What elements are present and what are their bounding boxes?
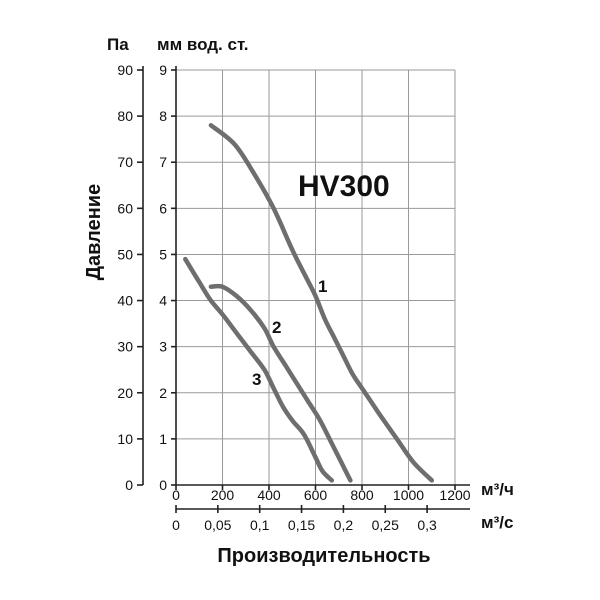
mm-tick-label: 3 <box>159 339 167 355</box>
mm-tick-label: 6 <box>159 200 167 216</box>
mm-tick-label: 8 <box>159 108 167 124</box>
m3h-tick-label: 0 <box>172 487 180 503</box>
m3s-tick-label: 0,15 <box>288 517 315 533</box>
grid <box>176 69 456 485</box>
pa-tick-label: 70 <box>117 154 133 170</box>
curve-label-3: 3 <box>252 370 261 389</box>
m3h-tick-label: 800 <box>350 487 374 503</box>
pa-tick-label: 80 <box>117 108 133 124</box>
x-axis-title: Производительность <box>217 545 430 567</box>
y-axis-title: Давление <box>83 184 105 280</box>
mm-tick-label: 2 <box>159 385 167 401</box>
pa-tick-label: 60 <box>117 200 133 216</box>
mm-tick-label: 5 <box>159 246 167 262</box>
pa-tick-label: 40 <box>117 293 133 309</box>
x-unit-m3s: м³/с <box>481 513 513 532</box>
pa-tick-label: 50 <box>117 246 133 262</box>
m3s-tick-label: 0,2 <box>334 517 354 533</box>
pa-tick-label: 20 <box>117 385 133 401</box>
mm-tick-label: 0 <box>159 477 167 493</box>
mm-tick-label: 7 <box>159 154 167 170</box>
m3h-tick-label: 1000 <box>393 487 424 503</box>
pa-tick-label: 0 <box>125 477 133 493</box>
m3h-tick-label: 1200 <box>439 487 470 503</box>
chart-title: HV300 <box>298 170 390 203</box>
curve-label-2: 2 <box>272 318 281 337</box>
m3s-tick-label: 0,3 <box>417 517 437 533</box>
mm-tick-label: 9 <box>159 62 167 78</box>
curve-2 <box>208 283 353 483</box>
pa-tick-label: 90 <box>117 62 133 78</box>
mm-tick-label: 1 <box>159 431 167 447</box>
curve-3 <box>183 256 335 483</box>
m3h-tick-label: 200 <box>211 487 235 503</box>
pa-tick-label: 30 <box>117 339 133 355</box>
axes <box>137 66 470 513</box>
m3s-tick-label: 0 <box>172 517 180 533</box>
labels: Па мм вод. ст. HV300 Давление Производит… <box>83 35 514 567</box>
curve-label-1: 1 <box>318 277 327 296</box>
m3h-tick-label: 400 <box>257 487 281 503</box>
curve-1 <box>208 123 435 483</box>
pa-unit-label: Па <box>107 35 129 54</box>
m3s-tick-label: 0,1 <box>250 517 270 533</box>
mm-unit-label: мм вод. ст. <box>157 35 249 54</box>
m3s-tick-label: 0,25 <box>372 517 399 533</box>
curves <box>183 123 435 483</box>
m3h-tick-label: 600 <box>304 487 328 503</box>
pa-tick-label: 10 <box>117 431 133 447</box>
mm-tick-label: 4 <box>159 293 167 309</box>
x-unit-m3h: м³/ч <box>481 480 514 499</box>
m3s-tick-label: 0,05 <box>204 517 231 533</box>
